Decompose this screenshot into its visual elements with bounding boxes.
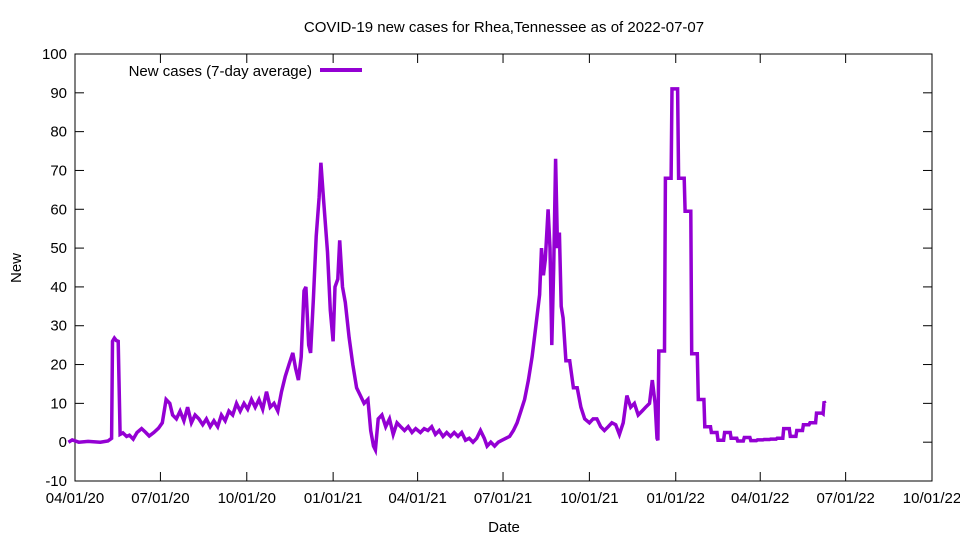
series-layer xyxy=(67,87,827,457)
y-tick-label: 100 xyxy=(42,46,67,63)
x-tick-label: 04/01/20 xyxy=(46,490,104,507)
y-tick-label: 90 xyxy=(50,85,67,102)
plot-frame xyxy=(74,53,933,482)
legend-label: New cases (7-day average) xyxy=(129,63,312,80)
x-tick-label: 07/01/21 xyxy=(474,490,532,507)
y-tick-label: 30 xyxy=(50,318,67,335)
x-tick-label: 07/01/20 xyxy=(131,490,189,507)
y-axis: -10 0 10 20 30 40 50 60 70 80 90 100 xyxy=(42,46,932,490)
x-axis: 04/01/20 07/01/20 10/01/20 01/01/21 04/01/21… xyxy=(46,54,960,507)
y-tick-label: 50 xyxy=(50,240,67,257)
y-tick-label: -10 xyxy=(45,473,67,490)
y-tick-label: 70 xyxy=(50,162,67,179)
y-axis-label: New xyxy=(8,253,25,283)
x-tick-label: 10/01/20 xyxy=(218,490,276,507)
y-tick-label: 60 xyxy=(50,201,67,218)
legend: New cases (7-day average) xyxy=(129,63,362,80)
y-tick-label: 0 xyxy=(59,434,67,451)
x-axis-label: Date xyxy=(488,519,520,536)
x-tick-label: 07/01/22 xyxy=(816,490,874,507)
x-tick-label: 10/01/22 xyxy=(903,490,960,507)
chart-title: COVID-19 new cases for Rhea,Tennessee as… xyxy=(304,19,704,36)
x-tick-label: 04/01/21 xyxy=(388,490,446,507)
y-tick-label: 20 xyxy=(50,357,67,374)
x-tick-label: 01/01/22 xyxy=(647,490,705,507)
y-tick-label: 10 xyxy=(50,395,67,412)
x-tick-label: 04/01/22 xyxy=(731,490,789,507)
series-line xyxy=(67,87,827,457)
y-tick-label: 40 xyxy=(50,279,67,296)
x-tick-label: 10/01/21 xyxy=(560,490,618,507)
x-tick-label: 01/01/21 xyxy=(304,490,362,507)
y-tick-label: 80 xyxy=(50,124,67,141)
